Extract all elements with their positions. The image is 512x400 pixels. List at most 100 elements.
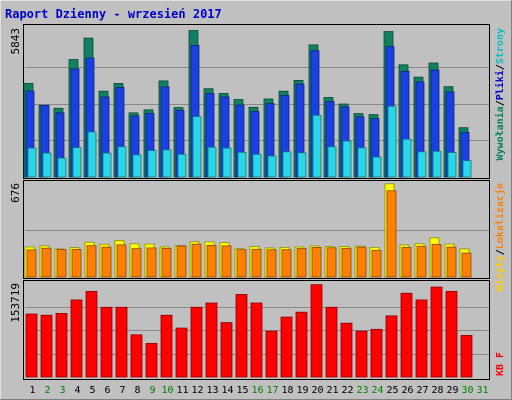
- bar-kb-f-day-1: [25, 313, 38, 378]
- bar-strony-day-21: [327, 146, 337, 178]
- bar-kb-f-day-10: [160, 314, 173, 378]
- day-label-1: 1: [29, 385, 35, 396]
- bar-kb-f-day-23: [355, 330, 368, 378]
- bar-kb-f-day-8: [130, 334, 143, 378]
- day-label-17: 17: [266, 385, 278, 396]
- y-max-label-hits: 5843: [9, 28, 22, 55]
- bar-lokalizacje-day-14: [221, 245, 232, 278]
- day-label-8: 8: [134, 385, 140, 396]
- y-max-label-visits: 676: [9, 183, 22, 203]
- bar-strony-day-19: [297, 152, 307, 178]
- bar-strony-day-28: [432, 150, 442, 178]
- day-label-18: 18: [281, 385, 293, 396]
- bar-strony-day-20: [312, 114, 322, 178]
- bar-lokalizacje-day-15: [236, 249, 247, 278]
- bar-strony-day-27: [417, 151, 427, 178]
- day-label-28: 28: [431, 385, 443, 396]
- bar-kb-f-day-2: [40, 314, 53, 378]
- bar-lokalizacje-day-12: [191, 243, 202, 278]
- legend-visits-sites: Wizyty/Lokalizacje: [494, 183, 506, 291]
- bar-kb-f-day-3: [55, 313, 68, 378]
- day-label-21: 21: [326, 385, 338, 396]
- day-label-16: 16: [251, 385, 263, 396]
- bar-strony-day-22: [342, 140, 352, 178]
- day-label-11: 11: [176, 385, 188, 396]
- bar-kb-f-day-12: [190, 306, 203, 378]
- day-label-26: 26: [401, 385, 413, 396]
- bar-strony-day-5: [87, 131, 97, 178]
- legend-slash-3: /: [495, 249, 506, 255]
- bar-strony-day-24: [372, 156, 382, 178]
- bar-kb-f-day-25: [385, 315, 398, 378]
- bar-lokalizacje-day-26: [401, 246, 412, 278]
- chart-title: Raport Dzienny - wrzesień 2017: [5, 7, 222, 21]
- bar-lokalizacje-day-4: [71, 249, 82, 278]
- day-label-24: 24: [371, 385, 383, 396]
- bar-strony-day-3: [57, 157, 67, 178]
- bar-lokalizacje-day-11: [176, 245, 187, 278]
- bar-kb-f-day-5: [85, 290, 98, 378]
- day-label-2: 2: [44, 385, 50, 396]
- bar-strony-day-6: [102, 152, 112, 178]
- bar-kb-f-day-28: [430, 286, 443, 378]
- bar-kb-f-day-11: [175, 327, 188, 378]
- bar-strony-day-10: [162, 149, 172, 178]
- visits-sites-panel: [24, 183, 489, 278]
- bar-lokalizacje-day-22: [341, 247, 352, 278]
- bar-lokalizacje-day-6: [101, 246, 112, 278]
- legend-pages: Strony: [495, 28, 506, 64]
- bar-strony-day-15: [237, 151, 247, 178]
- legend-files: Pliki: [494, 70, 506, 100]
- bar-kb-f-day-30: [460, 335, 473, 378]
- day-label-29: 29: [446, 385, 458, 396]
- bar-kb-f-day-15: [235, 294, 248, 378]
- bar-kb-f-day-4: [70, 299, 83, 378]
- legend-hits: Wywołania: [494, 106, 506, 160]
- day-label-9: 9: [149, 385, 155, 396]
- bar-strony-day-8: [132, 154, 142, 178]
- bar-lokalizacje-day-28: [431, 244, 442, 278]
- bar-lokalizacje-day-25: [386, 190, 397, 278]
- day-label-20: 20: [311, 385, 323, 396]
- day-label-7: 7: [119, 385, 125, 396]
- y-max-label-kb: 153719: [9, 283, 22, 323]
- day-label-13: 13: [206, 385, 218, 396]
- bar-kb-f-day-14: [220, 322, 233, 378]
- bar-strony-day-4: [72, 147, 82, 178]
- bar-kb-f-day-17: [265, 330, 278, 378]
- bar-kb-f-day-6: [100, 306, 113, 378]
- legend-sites: Wizyty: [494, 255, 506, 291]
- legend-slash-1: /: [495, 100, 506, 106]
- bar-strony-day-12: [192, 116, 202, 178]
- legend-slash-2: /: [495, 64, 506, 70]
- day-label-30: 30: [461, 385, 473, 396]
- bar-lokalizacje-day-16: [251, 248, 262, 278]
- day-label-10: 10: [161, 385, 173, 396]
- bar-strony-day-30: [462, 160, 472, 178]
- bar-strony-day-16: [252, 153, 262, 178]
- day-label-22: 22: [341, 385, 353, 396]
- bar-kb-f-day-18: [280, 316, 293, 378]
- bar-lokalizacje-day-13: [206, 245, 217, 278]
- bar-strony-day-2: [42, 152, 52, 178]
- bar-kb-f-day-27: [415, 299, 428, 378]
- bar-kb-f-day-24: [370, 328, 383, 378]
- bar-lokalizacje-day-27: [416, 245, 427, 278]
- day-label-4: 4: [74, 385, 80, 396]
- hits-files-pages-panel: [23, 30, 489, 178]
- bar-lokalizacje-day-23: [356, 246, 367, 278]
- day-label-31: 31: [476, 385, 488, 396]
- day-label-12: 12: [191, 385, 203, 396]
- bar-kb-f-day-9: [145, 342, 158, 378]
- bar-strony-day-18: [282, 151, 292, 178]
- legend-hits-files-pages: Wywołania/Pliki/Strony: [494, 28, 506, 160]
- bar-lokalizacje-day-8: [131, 248, 142, 278]
- panel-frame-bottom: [23, 280, 490, 380]
- bar-lokalizacje-day-9: [146, 247, 157, 278]
- bar-lokalizacje-day-18: [281, 249, 292, 278]
- legend-visits: Lokalizacje: [494, 183, 506, 249]
- bar-strony-day-11: [177, 153, 187, 178]
- legend-kb: KB F: [495, 352, 506, 376]
- bar-kb-f-day-26: [400, 292, 413, 378]
